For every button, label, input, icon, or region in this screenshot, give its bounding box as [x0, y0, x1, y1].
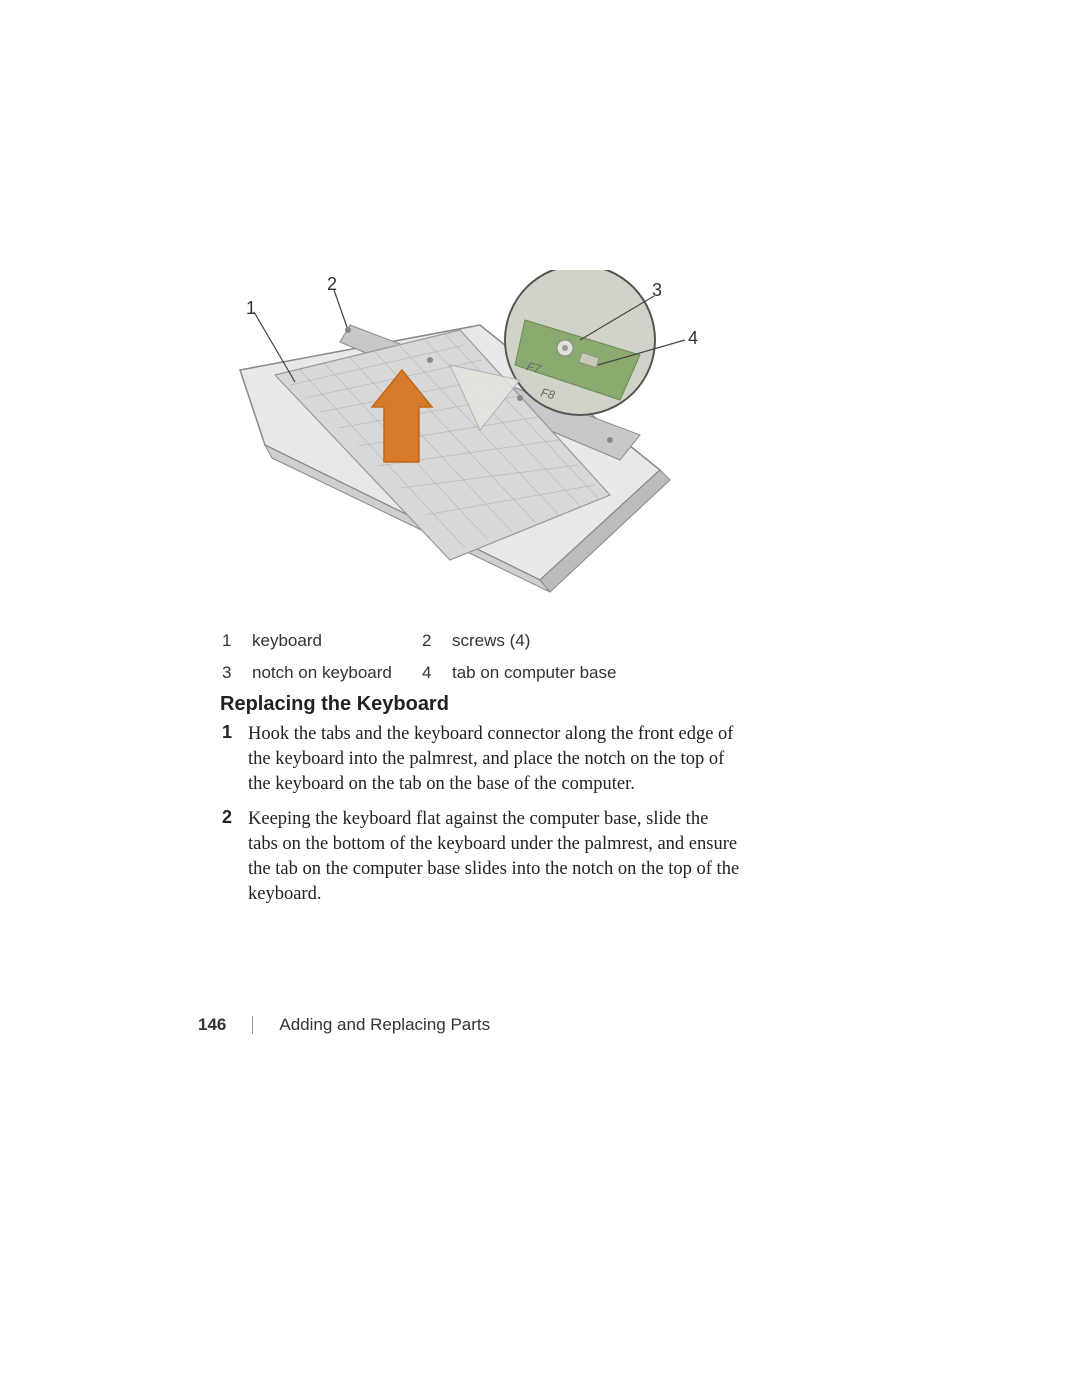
footer-section-title: Adding and Replacing Parts: [279, 1015, 490, 1035]
legend-text: notch on keyboard: [252, 657, 422, 689]
callout-3: 3: [652, 280, 662, 301]
section-heading: Replacing the Keyboard: [220, 693, 449, 716]
laptop-illustration: F7 F8: [220, 270, 720, 610]
step-number: 1: [222, 722, 248, 797]
legend-num: 2: [422, 625, 452, 657]
step-text: Hook the tabs and the keyboard connector…: [248, 722, 742, 797]
legend-text: keyboard: [252, 625, 422, 657]
callout-legend: 1 keyboard 2 screws (4) 3 notch on keybo…: [222, 625, 622, 689]
step-item: 2 Keeping the keyboard flat against the …: [222, 807, 742, 907]
legend-text: tab on computer base: [452, 657, 622, 689]
legend-text: screws (4): [452, 625, 622, 657]
page-number: 146: [198, 1015, 226, 1035]
legend-row: 3 notch on keyboard 4 tab on computer ba…: [222, 657, 622, 689]
step-item: 1 Hook the tabs and the keyboard connect…: [222, 722, 742, 797]
callout-1: 1: [246, 298, 256, 319]
step-list: 1 Hook the tabs and the keyboard connect…: [222, 722, 742, 917]
legend-num: 1: [222, 625, 252, 657]
legend-num: 4: [422, 657, 452, 689]
callout-4: 4: [688, 328, 698, 349]
step-text: Keeping the keyboard flat against the co…: [248, 807, 742, 907]
callout-2: 2: [327, 274, 337, 295]
step-number: 2: [222, 807, 248, 907]
legend-row: 1 keyboard 2 screws (4): [222, 625, 622, 657]
keyboard-diagram: 1 2 3 4: [220, 270, 720, 610]
page-footer: 146 Adding and Replacing Parts: [198, 1015, 490, 1035]
document-page: 1 2 3 4: [0, 0, 1080, 1397]
footer-divider: [252, 1016, 253, 1034]
legend-num: 3: [222, 657, 252, 689]
